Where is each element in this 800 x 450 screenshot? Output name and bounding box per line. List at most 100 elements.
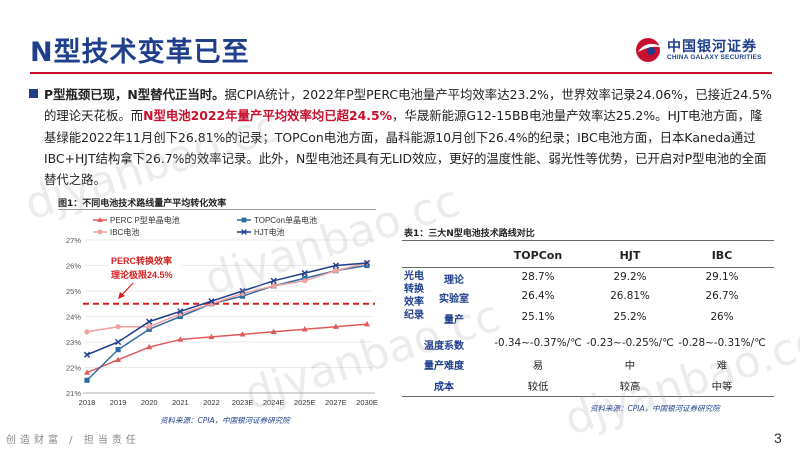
table-group-label: 光电转换效率纪录	[404, 271, 424, 321]
reference-label-line1: PERC转换效率	[111, 255, 172, 266]
efficiency-line-chart: 21% 22% 23% 24% 25% 26% 27% 2018 2019 2020 2021 202…	[55, 212, 380, 427]
data-point	[270, 328, 277, 334]
reference-arrowhead	[118, 292, 125, 299]
x-tick-label: 2018	[79, 398, 96, 407]
table-cell: 29.2%	[613, 271, 647, 283]
y-tick-label: 23%	[66, 338, 81, 347]
legend-marker	[241, 217, 247, 223]
table-row-label: 量产	[444, 315, 464, 326]
data-point	[208, 333, 215, 340]
reference-label-line2: 理论极限24.5%	[111, 269, 173, 280]
table-cell: -0.28~-0.31%/℃	[678, 337, 766, 349]
data-point	[301, 326, 308, 332]
reference-arrow	[120, 282, 134, 297]
y-tick-label: 24%	[66, 313, 81, 322]
table-header-hjt: HJT	[619, 249, 641, 262]
company-logo: 中国银河证券 CHINA GALAXY SECURITIES	[634, 34, 779, 66]
data-point	[115, 338, 122, 346]
table-cell: -0.34~-0.37%/℃	[494, 337, 582, 349]
y-tick-label: 21%	[66, 389, 81, 398]
x-tick-label: 2019	[110, 398, 127, 407]
table-row-label: 理论	[444, 275, 464, 286]
series-line	[86, 323, 368, 374]
table-row-label: 成本	[434, 382, 454, 393]
legend-marker	[97, 229, 103, 235]
data-point	[270, 277, 277, 284]
table-cell: 26.4%	[521, 290, 555, 302]
data-point	[115, 356, 122, 363]
data-point	[84, 377, 90, 383]
logo-en-text: CHINA GALAXY SECURITIES	[667, 54, 762, 61]
data-point	[146, 318, 153, 325]
data-point	[146, 343, 153, 350]
data-point	[239, 331, 246, 337]
page-number: 3	[774, 430, 782, 446]
footer-slogan: 创造财富 / 担当责任	[6, 435, 140, 446]
data-point	[146, 324, 152, 330]
table-cell: 易	[532, 360, 544, 372]
reference-label-bg	[109, 252, 181, 282]
figure-divider	[58, 209, 376, 210]
legend-marker	[241, 229, 247, 235]
galaxy-logo-icon	[636, 38, 662, 62]
data-point	[177, 336, 184, 342]
x-tick-label: 2023E	[232, 398, 254, 407]
x-tick-label: 2024E	[263, 398, 285, 407]
data-point	[333, 268, 339, 274]
table-cell: 较低	[527, 381, 549, 393]
table-cell: 28.7%	[521, 271, 555, 283]
table-header-rule	[402, 267, 774, 268]
x-tick-label: 2030E	[356, 398, 378, 407]
legend-label: PERC P型单晶电池	[110, 215, 180, 225]
table-cell: 25.1%	[521, 311, 555, 323]
data-point	[364, 320, 370, 327]
data-point	[83, 351, 91, 358]
legend-label: TOPCon单晶电池	[254, 215, 317, 225]
table-cell: 29.1%	[705, 271, 739, 283]
table-cell: 26.81%	[610, 290, 650, 302]
data-point	[208, 298, 215, 305]
table-header-topcon: TOPCon	[513, 249, 563, 262]
series-line	[86, 262, 368, 333]
series-line	[86, 264, 368, 381]
data-point	[332, 323, 339, 329]
data-point	[271, 283, 277, 289]
data-point	[115, 347, 121, 353]
y-tick-label: 25%	[66, 287, 81, 296]
data-point	[239, 287, 246, 295]
data-point	[363, 259, 371, 267]
table-row-label: 温度系数	[424, 341, 464, 352]
table-cell: 26%	[710, 311, 734, 323]
table-cell: 较高	[619, 381, 641, 393]
data-point	[115, 324, 121, 330]
figure-title: 图1：不同电池技术路线量产平均转化效率	[58, 199, 227, 209]
bullet-square-icon	[29, 89, 38, 98]
summary-paragraph: P型瓶颈已现，N型替代正当时。据CPIA统计，2022年P型PERC电池量产平均…	[44, 84, 774, 190]
data-point	[84, 369, 90, 375]
table-cell: 中	[624, 360, 636, 372]
x-tick-label: 2025E	[294, 398, 316, 407]
table-cell: 难	[716, 360, 728, 372]
table-title: 表1：三大N型电池技术路线对比	[404, 229, 535, 239]
series-line	[86, 262, 368, 356]
chart-svg: 21% 22% 23% 24% 25% 26% 27% 2018 2019 2020 2021 202…	[66, 215, 378, 407]
table-row-label: 量产难度	[424, 361, 464, 372]
table-header-ibc: IBC	[711, 249, 733, 262]
table-bottom-rule	[402, 396, 774, 397]
data-point	[332, 262, 339, 269]
table-cell: 25.2%	[613, 311, 647, 323]
legend-marker	[97, 217, 103, 222]
table-cell: 26.7%	[705, 290, 739, 302]
x-tick-label: 2021	[172, 398, 189, 407]
table-cell: 中等	[711, 381, 733, 393]
legend-label: HJT电池	[254, 227, 285, 237]
x-tick-label: 2022	[203, 398, 220, 407]
paragraph-highlight: N型电池2022年量产平均效率均已超24.5%	[143, 108, 393, 124]
data-point	[177, 308, 184, 315]
table-cell: -0.23~-0.25%/℃	[586, 337, 674, 349]
x-tick-label: 2027E	[325, 398, 347, 407]
title-divider	[30, 72, 772, 74]
table-source: 资料来源：CPIA，中国银河证券研究院	[590, 404, 720, 413]
legend-label: IBC电池	[110, 227, 139, 237]
data-point	[84, 329, 90, 335]
